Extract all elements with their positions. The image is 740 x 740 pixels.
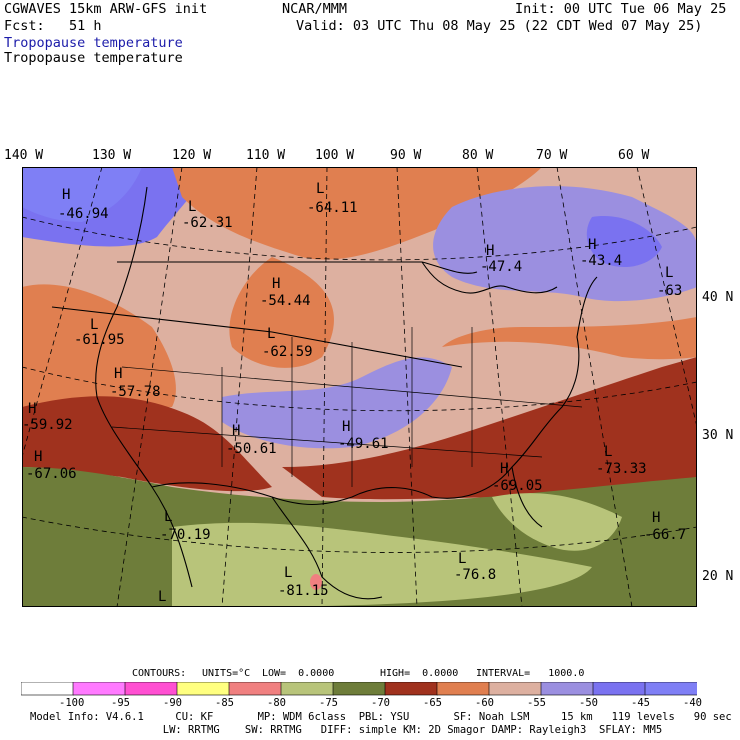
extremum-type: H bbox=[114, 366, 122, 382]
extremum-type: -47.4 bbox=[480, 259, 522, 275]
extremum-type: H bbox=[342, 419, 350, 435]
color-bar-tick-label: -45 bbox=[631, 697, 650, 709]
color-bar-swatch bbox=[21, 682, 74, 696]
extremum-type: H bbox=[652, 510, 660, 526]
extremum-value: -81.15 bbox=[278, 583, 329, 599]
extremum-value: -61.95 bbox=[74, 332, 125, 348]
extremum-type: L bbox=[267, 326, 275, 342]
field-title-shaded: Tropopause temperature bbox=[4, 35, 183, 51]
extremum-type: L bbox=[164, 509, 172, 525]
extremum-value: -59.92 bbox=[22, 417, 73, 433]
color-bar-swatch bbox=[72, 682, 126, 696]
extremum-type: -73.33 bbox=[596, 461, 647, 477]
color-bar-tick-label: -95 bbox=[111, 697, 130, 709]
extremum-type: H bbox=[486, 243, 494, 259]
color-bar-tick-label: -90 bbox=[163, 697, 182, 709]
contours-high: HIGH= 0.0000 bbox=[380, 668, 459, 679]
color-bar-tick-label: -40 bbox=[683, 697, 702, 709]
color-bar-tick-label: -60 bbox=[475, 697, 494, 709]
lon-label-80w: 80 W bbox=[462, 148, 494, 163]
extremum-type: H bbox=[500, 461, 508, 477]
contours-units: UNITS=°C bbox=[202, 668, 251, 679]
valid-time: Valid: 03 UTC Thu 08 May 25 (22 CDT Wed … bbox=[296, 18, 703, 34]
lon-label-110w: 110 W bbox=[246, 148, 286, 163]
color-bar-tick-label: -85 bbox=[215, 697, 234, 709]
tropopause-temperature-map: H -46.94 L -62.31 L -64.11 H -47.4 H -43… bbox=[22, 167, 697, 607]
color-bar-tick-label: -80 bbox=[267, 697, 286, 709]
shaded-temperature-field bbox=[22, 167, 697, 607]
contours-low: LOW= 0.0000 bbox=[262, 668, 335, 679]
color-bar-tick-label: -50 bbox=[579, 697, 598, 709]
color-bar-swatch bbox=[540, 682, 594, 696]
extremum-type: L bbox=[158, 589, 166, 605]
color-bar-tick-label: -70 bbox=[371, 697, 390, 709]
model-title: CGWAVES 15km ARW-GFS init bbox=[4, 1, 208, 17]
model-info-line1: Model Info: V4.6.1 CU: KF MP: WDM 6class… bbox=[30, 711, 732, 723]
lon-label-120w: 120 W bbox=[172, 148, 212, 163]
extremum-value: -50.61 bbox=[226, 441, 277, 457]
extremum-type: L bbox=[458, 551, 466, 567]
extremum-type: L bbox=[90, 317, 98, 333]
extremum-value: -67.06 bbox=[26, 466, 77, 482]
lat-label-40n: 40 N bbox=[702, 290, 734, 305]
lon-label-130w: 130 W bbox=[92, 148, 132, 163]
color-bar-swatch bbox=[644, 682, 697, 696]
extremum-type: H bbox=[28, 401, 36, 417]
extremum-value: -64.11 bbox=[307, 200, 358, 216]
extremum-value: -54.44 bbox=[260, 293, 311, 309]
extremum-type: H bbox=[588, 237, 596, 253]
color-bar-swatch bbox=[176, 682, 230, 696]
extremum-value: -49.61 bbox=[338, 436, 389, 452]
organization-label: NCAR/MMM bbox=[282, 1, 348, 17]
extremum-type: H bbox=[232, 423, 240, 439]
extremum-value: -62.59 bbox=[262, 344, 313, 360]
extremum-type: H bbox=[62, 187, 70, 203]
extremum-type: L bbox=[284, 565, 292, 581]
contours-interval: INTERVAL= 1000.0 bbox=[476, 668, 585, 679]
extremum-value: -62.31 bbox=[182, 215, 233, 231]
extremum-value: -43.4 bbox=[580, 253, 622, 269]
extremum-value: -70.19 bbox=[160, 527, 211, 543]
lat-label-20n: 20 N bbox=[702, 569, 734, 584]
lat-label-30n: 30 N bbox=[702, 428, 734, 443]
model-info-line2: LW: RRTMG SW: RRTMG DIFF: simple KM: 2D … bbox=[30, 724, 663, 736]
field-title-contour: Tropopause temperature bbox=[4, 50, 183, 66]
extremum-value: -66.7 bbox=[644, 527, 686, 543]
extremum-type: L bbox=[665, 265, 673, 281]
extremum-type: H bbox=[34, 449, 42, 465]
graticule bbox=[22, 167, 697, 607]
extremum-value: -63 bbox=[657, 283, 682, 299]
lon-label-140w: 140 W bbox=[4, 148, 44, 163]
color-bar-swatch bbox=[124, 682, 178, 696]
lon-label-70w: 70 W bbox=[536, 148, 568, 163]
color-bar-swatch bbox=[488, 682, 542, 696]
init-time: Init: 00 UTC Tue 06 May 25 bbox=[515, 1, 727, 17]
extrema-labels: H -46.94 L -62.31 L -64.11 H -47.4 H -43… bbox=[22, 181, 686, 605]
color-bar-swatch bbox=[280, 682, 334, 696]
lon-label-90w: 90 W bbox=[390, 148, 422, 163]
extremum-type: H bbox=[272, 276, 280, 292]
contours-label: CONTOURS: bbox=[132, 668, 187, 679]
color-bar-swatch bbox=[592, 682, 646, 696]
color-bar-swatch bbox=[436, 682, 490, 696]
extremum-type: L bbox=[604, 444, 612, 460]
color-bar-swatch bbox=[384, 682, 438, 696]
extremum-value: -57.78 bbox=[110, 384, 161, 400]
color-bar-tick-label: -100 bbox=[59, 697, 85, 709]
color-bar-tick-label: -65 bbox=[423, 697, 442, 709]
extremum-value: -76.8 bbox=[454, 567, 496, 583]
extremum-value: -69.05 bbox=[492, 478, 543, 494]
lon-label-100w: 100 W bbox=[315, 148, 355, 163]
color-bar-tick-label: -55 bbox=[527, 697, 546, 709]
color-bar bbox=[21, 682, 697, 696]
color-bar-swatch bbox=[332, 682, 386, 696]
map-frame bbox=[22, 167, 697, 607]
color-bar-tick-label: -75 bbox=[319, 697, 338, 709]
forecast-hour: Fcst: 51 h bbox=[4, 18, 102, 34]
color-bar-swatch bbox=[228, 682, 282, 696]
extremum-type: L bbox=[316, 181, 324, 197]
extremum-value: -46.94 bbox=[58, 206, 109, 222]
extremum-type: L bbox=[188, 199, 196, 215]
lon-label-60w: 60 W bbox=[618, 148, 650, 163]
